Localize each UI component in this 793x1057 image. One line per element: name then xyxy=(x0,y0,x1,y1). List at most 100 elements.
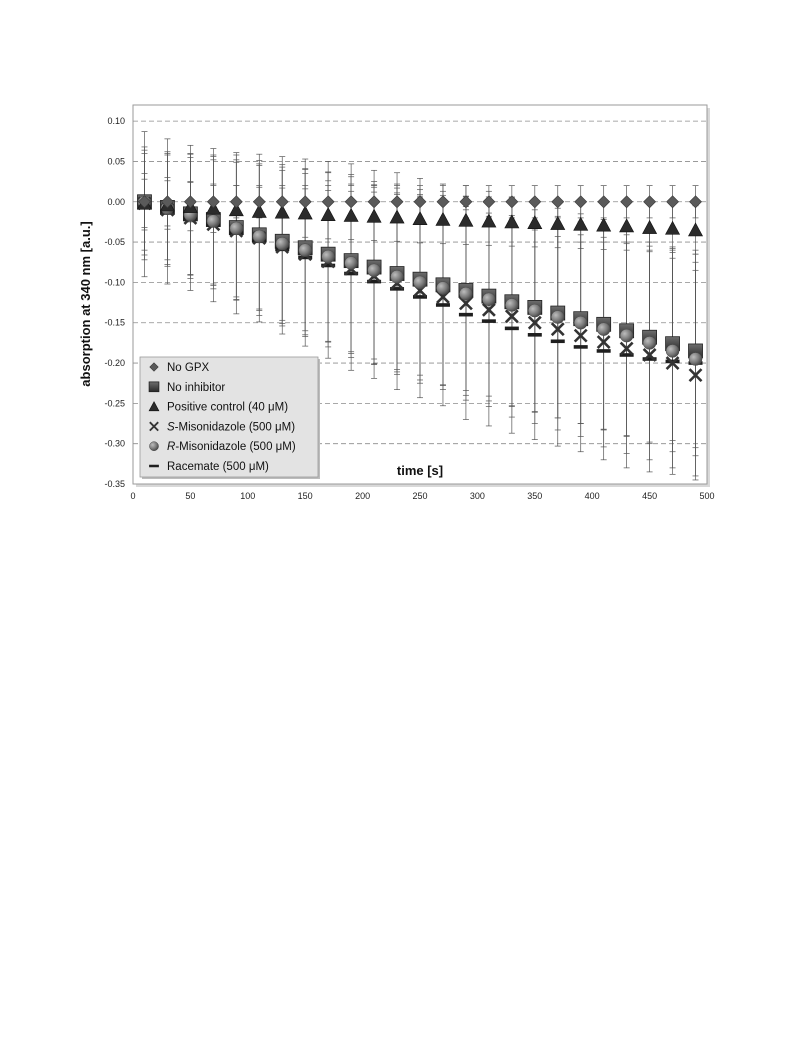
y-tick-label: -0.15 xyxy=(104,318,125,328)
diamond-marker xyxy=(689,195,702,209)
circle-marker xyxy=(642,336,657,350)
diamond-marker xyxy=(505,195,519,209)
triangle-marker xyxy=(343,207,359,222)
circle-marker xyxy=(665,344,680,358)
dash-marker xyxy=(596,349,611,353)
dash-marker xyxy=(413,295,427,299)
x-tick-label: 500 xyxy=(699,491,714,501)
circle-marker xyxy=(528,303,542,318)
y-tick-label: -0.05 xyxy=(104,237,125,247)
circle-marker xyxy=(298,243,312,257)
tick-layer: 0.10 0.05 0.00 -0.05 -0.10 -0.15 -0.20 -0.25 -0.… xyxy=(104,116,714,501)
triangle-marker xyxy=(504,214,520,229)
dash-marker xyxy=(481,319,496,323)
diamond-marker xyxy=(551,195,565,209)
x-tick-label: 200 xyxy=(355,491,370,501)
marker-layer xyxy=(136,194,704,383)
x-marker xyxy=(481,302,496,317)
dash-marker xyxy=(149,464,159,468)
dash-marker xyxy=(642,357,657,361)
x-marker xyxy=(504,309,519,324)
triangle-marker xyxy=(297,205,313,220)
diamond-marker xyxy=(528,195,542,209)
diamond-marker xyxy=(298,195,312,209)
dash-marker xyxy=(344,271,359,276)
x-marker xyxy=(459,296,473,311)
x-marker-stroke xyxy=(550,322,565,337)
diamond-marker xyxy=(344,195,358,209)
x-tick-label: 50 xyxy=(185,491,195,501)
legend-item: R-Misonidazole (500 μM) xyxy=(149,441,296,453)
triangle-marker xyxy=(412,211,428,225)
dash-marker xyxy=(298,255,313,260)
series-diamond xyxy=(138,195,702,209)
legend-item: Racemate (500 μM) xyxy=(149,461,269,473)
x-axis-title: time [s] xyxy=(397,463,443,478)
dash-marker xyxy=(367,279,382,284)
y-tick-label: -0.25 xyxy=(104,398,125,408)
diamond-marker xyxy=(367,195,381,209)
legend-item: S-Misonidazole (500 μM) xyxy=(149,421,295,433)
y-tick-label: -0.30 xyxy=(104,439,125,449)
legend-label-italic: S xyxy=(167,421,175,433)
dash-marker xyxy=(527,333,542,337)
x-marker-stroke xyxy=(642,348,657,362)
triangle-marker xyxy=(596,217,612,232)
legend-label: R-Misonidazole (500 μM) xyxy=(167,441,296,453)
legend-box xyxy=(139,356,319,478)
x-marker xyxy=(688,368,703,383)
x-marker xyxy=(596,335,611,349)
dash-marker xyxy=(550,339,565,344)
triangle-marker xyxy=(619,218,635,233)
triangle-marker xyxy=(274,204,290,219)
circle-marker xyxy=(436,281,450,295)
x-marker xyxy=(527,315,542,330)
triangle-marker xyxy=(550,215,566,230)
x-tick-label: 450 xyxy=(642,491,657,501)
x-marker xyxy=(149,421,159,432)
circle-marker xyxy=(482,292,496,307)
x-marker-stroke xyxy=(149,421,159,432)
x-tick-label: 350 xyxy=(527,491,542,501)
y-tick-label: 0.10 xyxy=(107,116,125,126)
x-tick-label: 250 xyxy=(412,491,427,501)
circle-marker xyxy=(149,441,159,452)
diamond-marker xyxy=(666,195,679,209)
legend-label: S-Misonidazole (500 μM) xyxy=(167,421,295,433)
legend: No GPX No inhibitor Positive control (40 μ… xyxy=(139,356,320,479)
x-marker-stroke xyxy=(573,328,588,343)
dash-marker xyxy=(573,345,588,349)
diamond-marker xyxy=(390,195,404,209)
chart-container: 0.10 0.05 0.00 -0.05 -0.10 -0.15 -0.20 -0.25 -0.… xyxy=(0,0,793,520)
y-tick-label: 0.00 xyxy=(107,197,125,207)
y-axis-title: absorption at 340 nm [a.u.] xyxy=(78,221,93,386)
circle-marker xyxy=(596,322,611,336)
diamond-marker xyxy=(252,195,266,209)
legend-label: Positive control (40 μM) xyxy=(167,402,288,414)
triangle-marker xyxy=(688,222,704,237)
diamond-marker xyxy=(161,195,174,209)
diamond-marker xyxy=(574,195,588,209)
x-tick-label: 100 xyxy=(240,491,255,501)
circle-marker xyxy=(252,229,267,244)
x-marker-stroke xyxy=(688,368,703,383)
triangle-marker xyxy=(481,213,497,228)
x-marker-stroke xyxy=(665,356,680,370)
x-tick-label: 400 xyxy=(585,491,600,501)
diamond-marker xyxy=(321,195,335,209)
triangle-marker xyxy=(458,212,474,227)
circle-marker xyxy=(206,214,221,228)
triangle-marker xyxy=(148,401,160,412)
triangle-marker xyxy=(573,216,589,231)
dash-marker xyxy=(435,303,450,307)
series-circle xyxy=(137,195,703,366)
diamond-marker xyxy=(482,195,496,209)
diamond-marker xyxy=(620,195,634,209)
triangle-marker xyxy=(435,211,451,226)
dash-marker xyxy=(390,287,405,291)
legend-item: Positive control (40 μM) xyxy=(148,401,288,414)
legend-label: No inhibitor xyxy=(167,382,225,394)
square-marker xyxy=(148,381,160,393)
circle-marker xyxy=(344,256,358,270)
diamond-marker xyxy=(229,195,243,209)
